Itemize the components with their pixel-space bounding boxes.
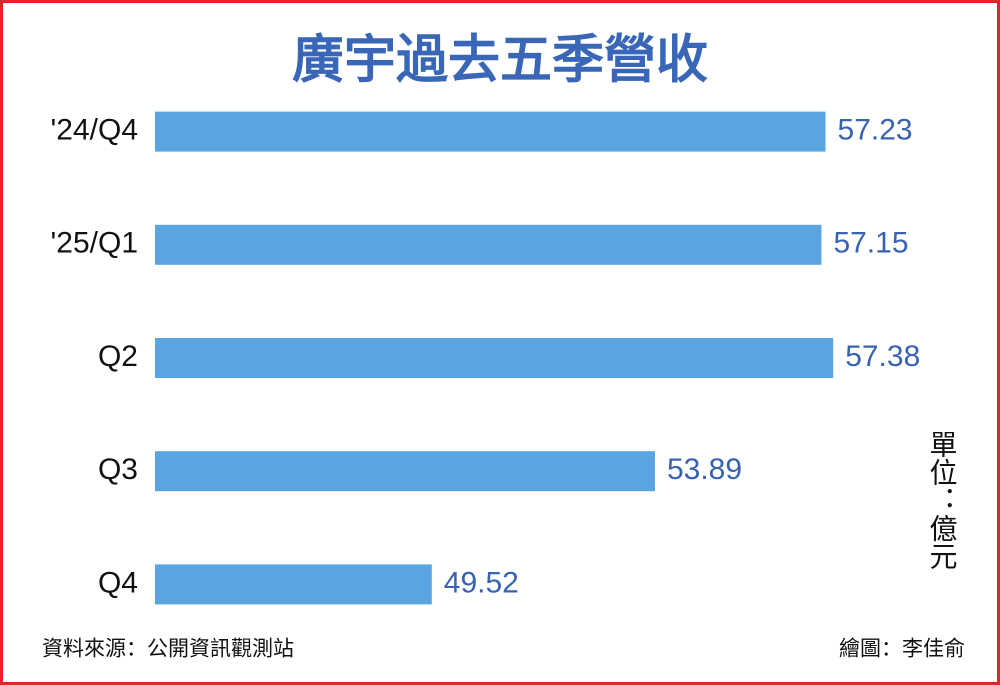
value-label: 49.52	[444, 566, 519, 599]
value-label: 53.89	[667, 453, 742, 486]
value-label: 57.15	[833, 227, 908, 260]
unit-label: 單位：億元	[927, 430, 958, 570]
value-label: 57.38	[845, 340, 920, 373]
category-label: Q3	[98, 453, 138, 486]
bar	[155, 564, 432, 605]
bar	[155, 451, 655, 492]
value-label: 57.23	[838, 114, 913, 147]
category-label: '24/Q4	[51, 114, 138, 147]
source-note: 資料來源：公開資訊觀測站	[42, 638, 294, 661]
bar	[155, 338, 834, 378]
category-label: Q2	[98, 340, 138, 373]
bar	[155, 111, 826, 152]
category-label: '25/Q1	[51, 227, 138, 260]
credit-note: 繪圖：李佳俞	[839, 638, 965, 661]
bar	[155, 224, 822, 265]
chart-title: 廣宇過去五季營收	[292, 32, 708, 90]
category-label: Q4	[98, 566, 138, 599]
